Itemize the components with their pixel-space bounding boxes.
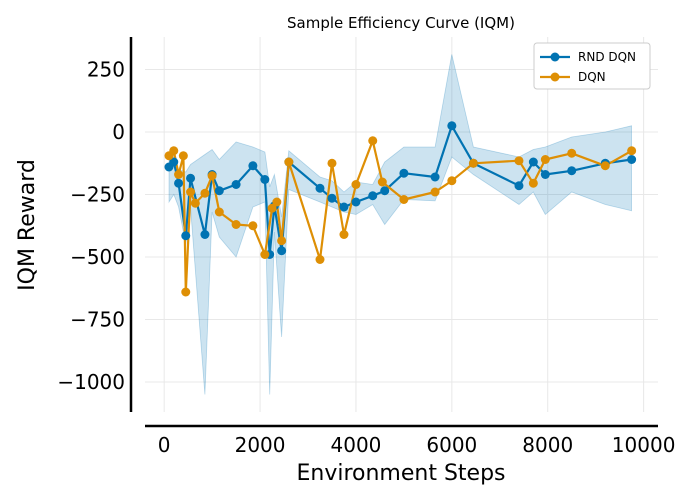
data-point-rnd-dqn xyxy=(339,202,349,212)
ci-band-rnd-dqn xyxy=(168,54,632,395)
data-point-rnd-dqn xyxy=(169,157,179,167)
data-point-rnd-dqn xyxy=(214,186,224,196)
x-tick-label: 4000 xyxy=(331,433,382,457)
data-point-dqn xyxy=(178,151,188,161)
x-tick-label: 2000 xyxy=(235,433,286,457)
data-point-dqn xyxy=(248,221,258,231)
data-point-rnd-dqn xyxy=(540,170,550,179)
data-point-dqn xyxy=(528,178,538,188)
x-tick-label: 10000 xyxy=(612,433,676,457)
data-point-dqn xyxy=(174,170,184,179)
data-point-rnd-dqn xyxy=(399,168,409,178)
data-point-dqn xyxy=(447,176,457,186)
y-tick-label: −750 xyxy=(70,308,125,332)
data-point-dqn xyxy=(627,146,637,156)
data-point-rnd-dqn xyxy=(351,197,361,207)
data-point-rnd-dqn xyxy=(200,230,210,239)
data-point-dqn xyxy=(468,158,478,168)
data-point-dqn xyxy=(267,203,277,213)
data-point-rnd-dqn xyxy=(248,161,258,171)
data-point-dqn xyxy=(186,187,196,197)
data-point-dqn xyxy=(339,230,349,239)
grid-lines xyxy=(145,37,658,412)
x-tick-label: 8000 xyxy=(522,433,573,457)
data-point-dqn xyxy=(315,255,325,264)
data-point-dqn xyxy=(231,220,241,229)
data-point-dqn xyxy=(368,136,378,146)
data-point-rnd-dqn xyxy=(380,186,390,196)
data-point-rnd-dqn xyxy=(567,166,577,176)
data-point-rnd-dqn xyxy=(430,172,440,182)
data-point-rnd-dqn xyxy=(514,181,524,191)
data-point-dqn xyxy=(272,197,282,207)
data-point-dqn xyxy=(327,158,337,168)
data-point-dqn xyxy=(169,146,179,156)
data-point-rnd-dqn xyxy=(368,191,378,201)
legend-label-rnd-dqn: RND DQN xyxy=(578,50,636,64)
y-tick-label: −1000 xyxy=(57,370,125,394)
data-point-rnd-dqn xyxy=(186,173,196,183)
data-point-rnd-dqn xyxy=(315,183,325,193)
data-point-rnd-dqn xyxy=(627,155,637,164)
y-tick-label: −500 xyxy=(70,245,125,269)
data-point-dqn xyxy=(200,188,210,198)
data-point-dqn xyxy=(181,287,191,297)
data-point-dqn xyxy=(377,177,387,187)
data-point-dqn xyxy=(540,155,550,164)
y-axis-title: IQM Reward xyxy=(15,159,40,291)
data-point-dqn xyxy=(284,157,294,167)
data-point-dqn xyxy=(214,207,224,217)
data-point-dqn xyxy=(399,195,409,204)
data-point-dqn xyxy=(190,198,200,208)
data-point-rnd-dqn xyxy=(181,231,191,241)
legend-marker-dqn xyxy=(550,72,560,82)
data-point-dqn xyxy=(277,236,287,246)
data-point-rnd-dqn xyxy=(174,178,184,188)
chart-title: Sample Efficiency Curve (IQM) xyxy=(287,14,515,32)
x-tick-label: 6000 xyxy=(426,433,477,457)
data-point-dqn xyxy=(514,156,524,166)
y-tick-label: 0 xyxy=(112,120,125,144)
data-point-dqn xyxy=(430,187,440,197)
legend: RND DQN DQN xyxy=(533,42,651,90)
x-tick-label: 0 xyxy=(158,433,171,457)
y-tick-labels: 250 0 −250 −500 −750 −1000 xyxy=(57,58,125,395)
y-tick-label: −250 xyxy=(70,183,125,207)
data-point-dqn xyxy=(567,148,577,158)
data-point-rnd-dqn xyxy=(277,246,287,256)
x-axis-title: Environment Steps xyxy=(296,461,505,486)
confidence-bands xyxy=(168,54,632,395)
data-point-rnd-dqn xyxy=(528,157,538,167)
data-point-rnd-dqn xyxy=(447,121,457,131)
legend-marker-rnd-dqn xyxy=(550,52,560,62)
data-point-rnd-dqn xyxy=(260,175,270,184)
data-point-dqn xyxy=(351,180,361,189)
data-point-rnd-dqn xyxy=(327,193,337,203)
legend-label-dqn: DQN xyxy=(578,70,606,84)
y-tick-label: 250 xyxy=(87,58,125,82)
series-points xyxy=(164,121,637,297)
data-point-dqn xyxy=(600,161,610,171)
data-point-dqn xyxy=(207,171,217,181)
x-tick-labels: 0 2000 4000 6000 8000 10000 xyxy=(158,433,676,457)
data-point-dqn xyxy=(260,250,270,259)
data-point-rnd-dqn xyxy=(231,180,241,189)
